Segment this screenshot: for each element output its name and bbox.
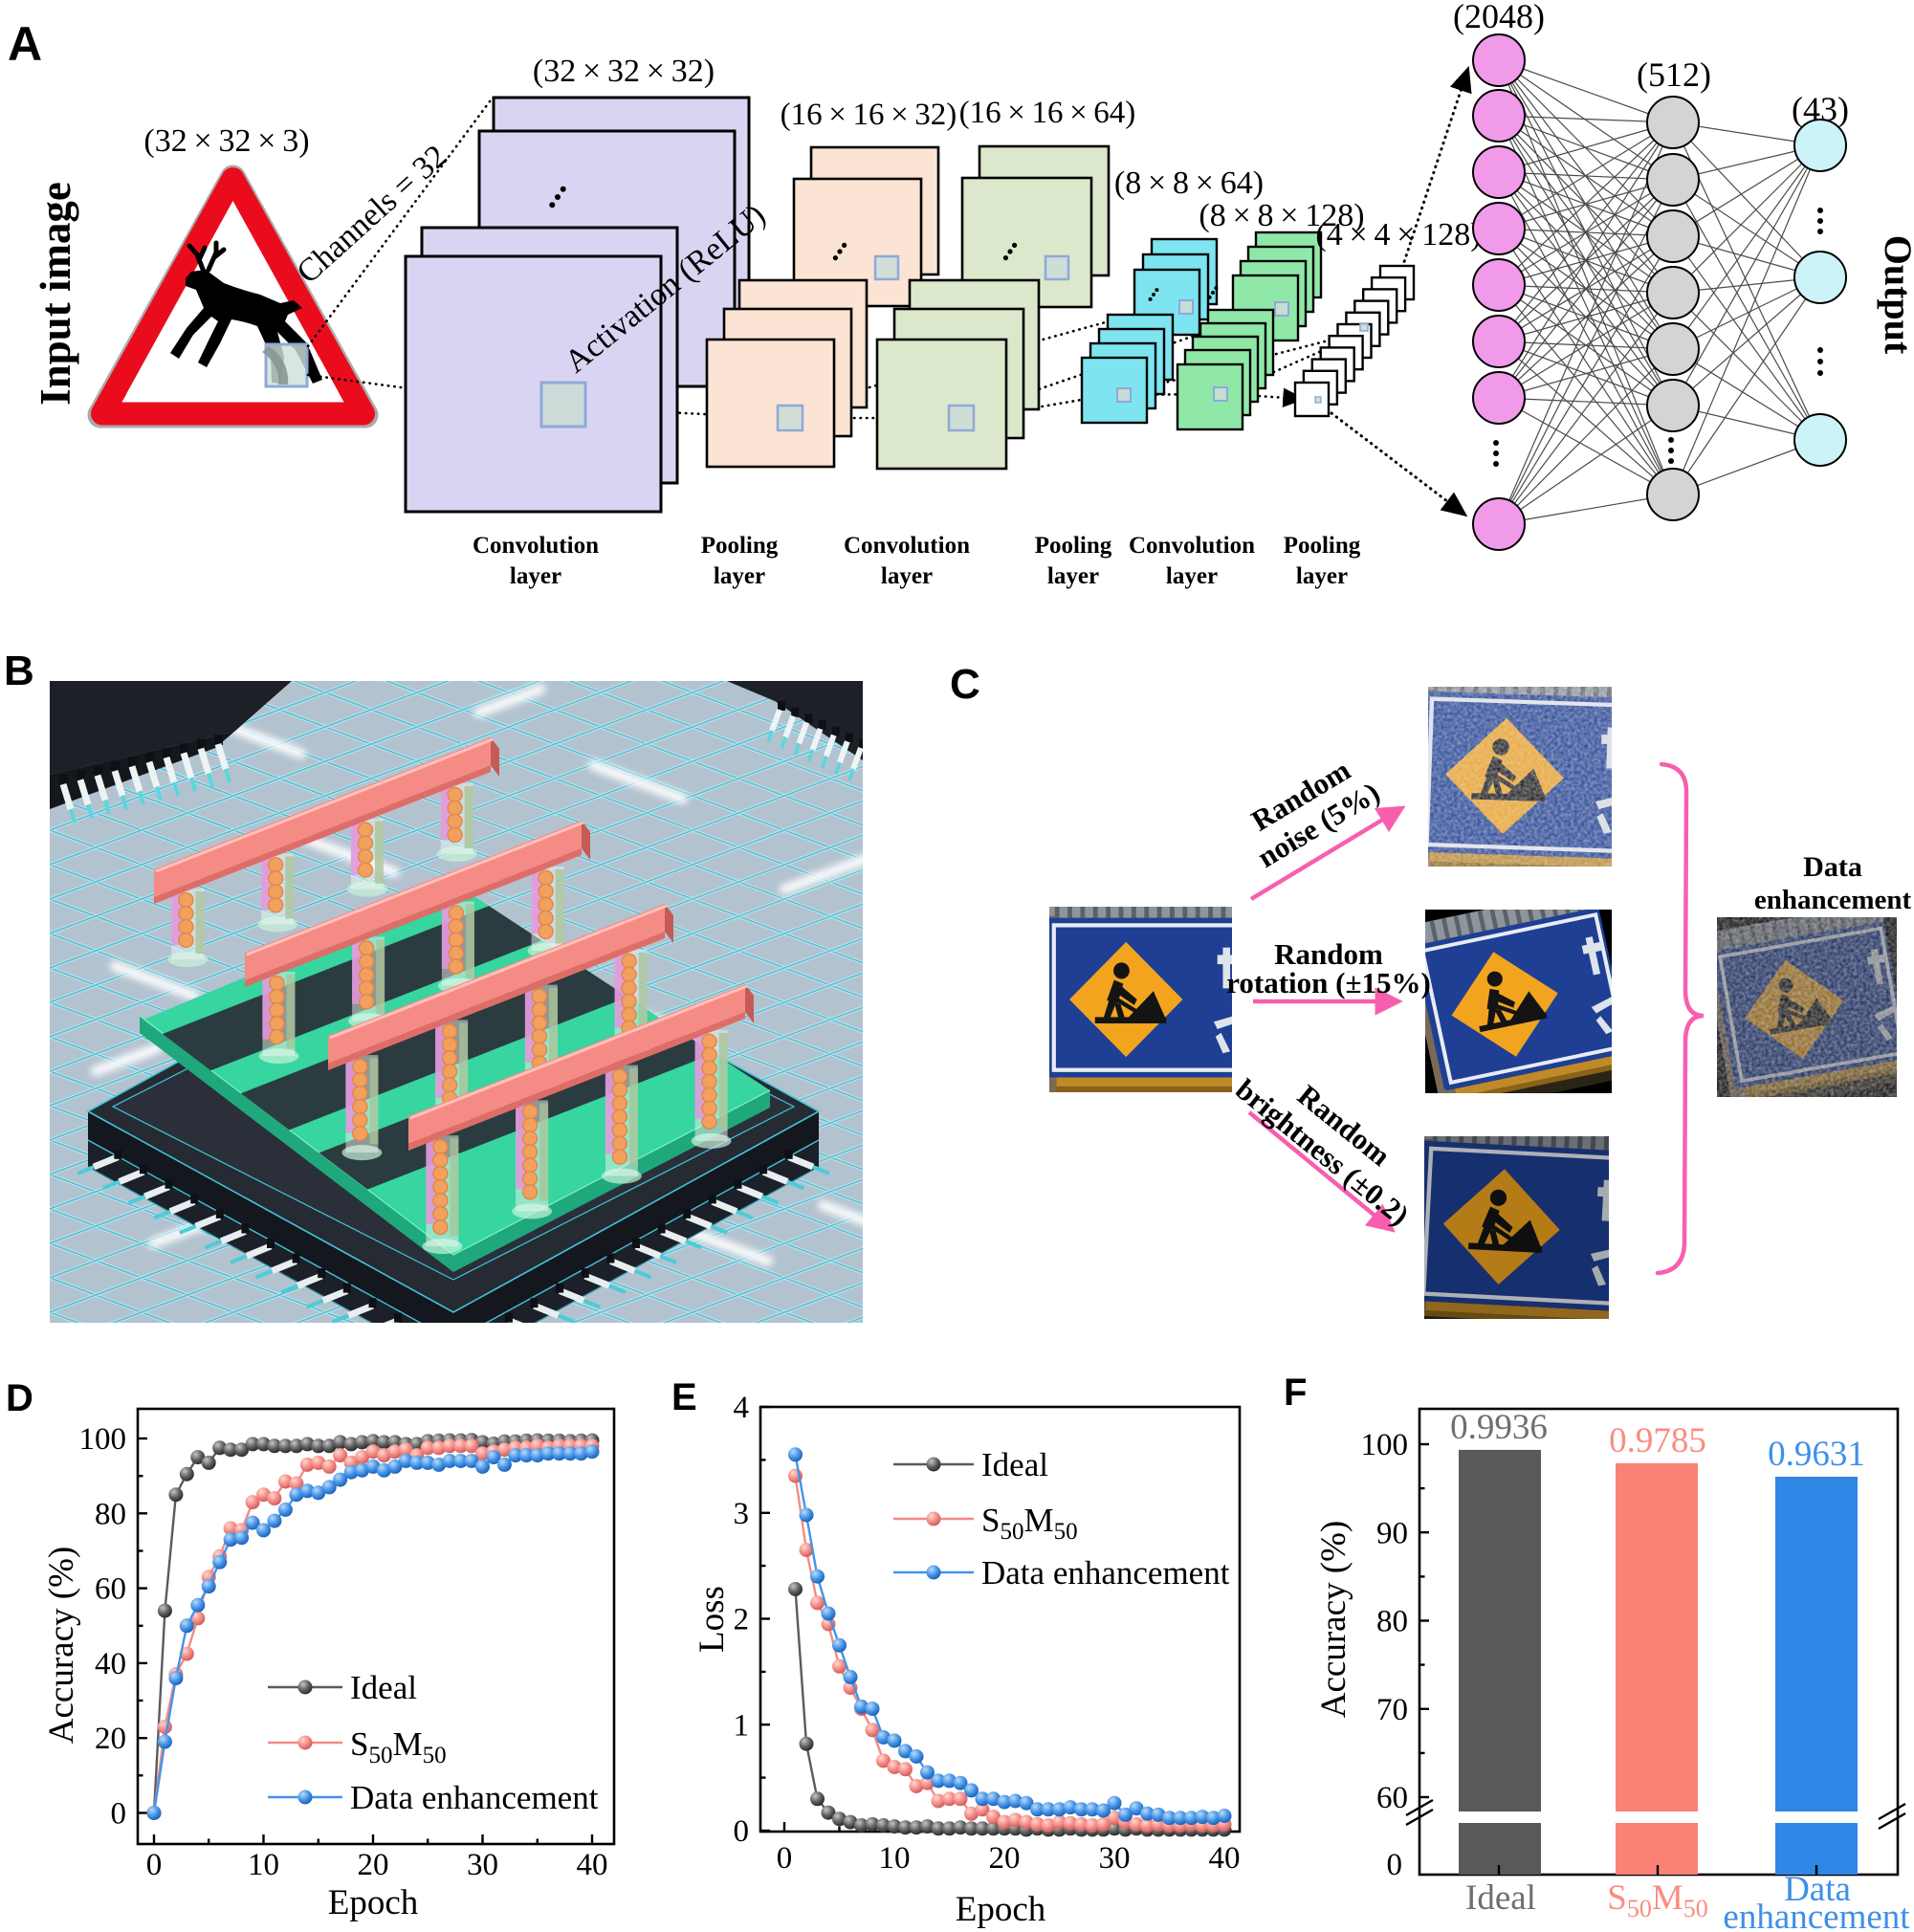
svg-text:layer: layer [1166, 563, 1218, 589]
svg-text:60: 60 [95, 1572, 126, 1607]
svg-text:(4 × 4 × 128): (4 × 4 × 128) [1315, 217, 1481, 252]
svg-text:(512): (512) [1637, 55, 1711, 94]
svg-text:20: 20 [95, 1722, 126, 1756]
svg-text:Random: Random [1274, 937, 1383, 971]
svg-text:20: 20 [989, 1841, 1021, 1876]
svg-text:40: 40 [1209, 1841, 1241, 1876]
svg-text:(32 × 32 × 3): (32 × 32 × 3) [143, 123, 309, 159]
svg-text:4: 4 [734, 1391, 750, 1425]
svg-text:B: B [4, 648, 34, 694]
svg-text:S50M50: S50M50 [1607, 1878, 1707, 1922]
svg-text:A: A [8, 17, 42, 71]
svg-text:Data: Data [1784, 1870, 1851, 1909]
svg-text:0: 0 [111, 1797, 127, 1832]
svg-text:90: 90 [1376, 1516, 1408, 1550]
svg-text:100: 100 [79, 1422, 127, 1457]
svg-text:0: 0 [777, 1841, 793, 1876]
svg-text:Convolution: Convolution [473, 533, 599, 559]
svg-text:3: 3 [734, 1497, 750, 1531]
svg-text:rotation (±15%): rotation (±15%) [1226, 966, 1431, 999]
svg-text:Data enhancement: Data enhancement [350, 1779, 599, 1816]
svg-text:layer: layer [510, 563, 561, 589]
svg-text:layer: layer [714, 563, 765, 589]
svg-text:enhancement: enhancement [1723, 1898, 1910, 1932]
svg-text:0: 0 [146, 1848, 163, 1882]
svg-text:10: 10 [879, 1841, 911, 1876]
svg-text:0: 0 [1387, 1848, 1403, 1882]
svg-text:Output: Output [1877, 235, 1914, 355]
svg-text:40: 40 [577, 1848, 608, 1882]
svg-text:F: F [1284, 1372, 1307, 1414]
svg-text:D: D [6, 1377, 33, 1419]
svg-text:(8 × 8 × 64): (8 × 8 × 64) [1114, 165, 1264, 201]
svg-text:Convolution: Convolution [1129, 533, 1255, 559]
svg-text:80: 80 [1376, 1605, 1408, 1639]
svg-text:60: 60 [1376, 1781, 1408, 1815]
svg-text:80: 80 [95, 1497, 126, 1531]
svg-text:30: 30 [467, 1848, 498, 1882]
svg-text:100: 100 [1361, 1428, 1409, 1462]
svg-text:Data enhancement: Data enhancement [981, 1554, 1230, 1592]
svg-text:Ideal: Ideal [981, 1446, 1048, 1483]
svg-text:Ideal: Ideal [350, 1669, 417, 1706]
svg-text:0.9631: 0.9631 [1768, 1435, 1865, 1474]
svg-text:layer: layer [1296, 563, 1348, 589]
svg-text:70: 70 [1376, 1693, 1408, 1727]
svg-text:Loss: Loss [693, 1586, 732, 1653]
svg-text:(16 × 16 × 64): (16 × 16 × 64) [959, 96, 1136, 130]
svg-text:10: 10 [248, 1848, 279, 1882]
svg-text:Pooling: Pooling [1035, 533, 1112, 559]
svg-text:Pooling: Pooling [701, 533, 779, 559]
svg-text:0.9785: 0.9785 [1609, 1421, 1706, 1460]
svg-text:Pooling: Pooling [1284, 533, 1361, 559]
svg-text:1: 1 [734, 1708, 750, 1743]
svg-text:Data: Data [1803, 851, 1862, 883]
svg-text:Accuracy (%): Accuracy (%) [42, 1547, 81, 1744]
svg-text:Epoch: Epoch [956, 1890, 1046, 1929]
svg-text:30: 30 [1099, 1841, 1131, 1876]
svg-text:C: C [950, 661, 980, 708]
svg-text:Ideal: Ideal [1465, 1878, 1536, 1918]
svg-text:20: 20 [358, 1848, 389, 1882]
svg-text:Accuracy (%): Accuracy (%) [1314, 1521, 1353, 1718]
svg-text:E: E [671, 1376, 697, 1418]
svg-text:40: 40 [95, 1647, 126, 1681]
svg-text:2: 2 [734, 1603, 750, 1637]
svg-text:(32 × 32 × 32): (32 × 32 × 32) [533, 54, 715, 89]
svg-text:(8 × 8 × 128): (8 × 8 × 128) [1199, 198, 1364, 233]
svg-text:layer: layer [881, 563, 933, 589]
svg-text:(16 × 16 × 32): (16 × 16 × 32) [781, 98, 957, 132]
svg-text:enhancement: enhancement [1754, 885, 1912, 915]
svg-text:Epoch: Epoch [328, 1883, 419, 1922]
svg-text:Convolution: Convolution [844, 533, 970, 559]
svg-text:(2048): (2048) [1453, 0, 1545, 35]
svg-text:0.9936: 0.9936 [1450, 1408, 1548, 1447]
svg-text:(43): (43) [1792, 90, 1849, 128]
svg-text:layer: layer [1047, 563, 1099, 589]
svg-text:Input image: Input image [32, 182, 79, 406]
svg-text:0: 0 [734, 1814, 750, 1849]
